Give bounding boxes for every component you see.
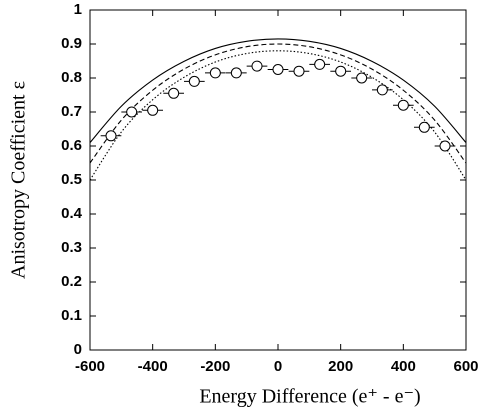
- curve: [89, 43, 467, 164]
- point: [439, 140, 451, 152]
- point: [376, 84, 388, 96]
- y-tick-label: 0.4: [61, 205, 83, 222]
- y-tick-label: 0.8: [61, 69, 82, 86]
- y-axis-label: Anisotropy Coefficient ε: [8, 81, 30, 279]
- x-tick-label: -600: [75, 358, 105, 375]
- x-tick-label: 600: [453, 358, 478, 375]
- y-tick-label: 0.9: [61, 35, 82, 52]
- y-tick-label: 0.3: [61, 239, 82, 256]
- x-axis-label: Energy Difference (e⁺ - e⁻): [199, 386, 420, 408]
- point: [251, 60, 263, 72]
- point: [272, 64, 284, 75]
- y-tick-label: 0.1: [61, 307, 82, 324]
- x-tick-label: -400: [138, 358, 168, 375]
- curve: [89, 38, 467, 143]
- y-tick-label: 0.6: [61, 137, 82, 154]
- point: [209, 67, 221, 79]
- point: [188, 75, 200, 87]
- point: [293, 65, 305, 77]
- x-tick-label: 200: [328, 358, 353, 375]
- x-tick-label: -200: [200, 358, 230, 375]
- curve: [89, 50, 467, 181]
- point: [418, 121, 430, 133]
- point: [147, 104, 159, 116]
- point: [356, 72, 368, 84]
- plot-frame: [89, 9, 467, 351]
- y-tick-label: 0.5: [61, 171, 82, 188]
- y-tick-label: 0: [74, 341, 82, 358]
- point: [230, 67, 242, 79]
- x-tick-label: 0: [274, 358, 282, 375]
- y-tick-label: 0.7: [61, 103, 82, 120]
- point: [335, 65, 347, 77]
- point: [105, 130, 117, 142]
- x-tick-label: 400: [391, 358, 416, 375]
- point: [397, 99, 409, 111]
- point: [314, 58, 326, 70]
- point: [168, 87, 180, 99]
- y-tick-label: 0.2: [61, 273, 82, 290]
- point: [126, 106, 138, 118]
- y-tick-label: 1: [74, 1, 82, 18]
